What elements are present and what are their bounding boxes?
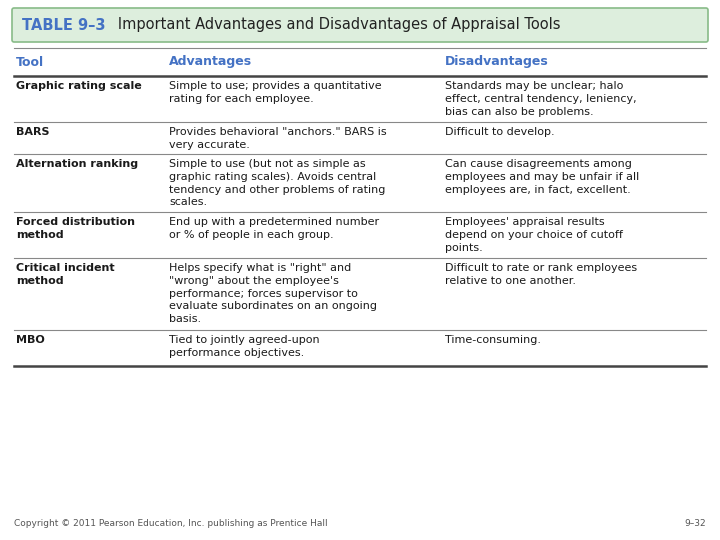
Text: Important Advantages and Disadvantages of Appraisal Tools: Important Advantages and Disadvantages o… (104, 17, 560, 32)
Text: Simple to use (but not as simple as
graphic rating scales). Avoids central
tende: Simple to use (but not as simple as grap… (169, 159, 386, 207)
Text: Simple to use; provides a quantitative
rating for each employee.: Simple to use; provides a quantitative r… (169, 81, 382, 104)
Text: Forced distribution
method: Forced distribution method (16, 217, 135, 240)
Text: Can cause disagreements among
employees and may be unfair if all
employees are, : Can cause disagreements among employees … (445, 159, 639, 194)
Text: 9–32: 9–32 (685, 519, 706, 529)
Text: TABLE 9–3: TABLE 9–3 (22, 17, 106, 32)
Text: Graphic rating scale: Graphic rating scale (16, 81, 142, 91)
Text: Advantages: Advantages (169, 56, 252, 69)
Text: Critical incident
method: Critical incident method (16, 263, 114, 286)
Text: End up with a predetermined number
or % of people in each group.: End up with a predetermined number or % … (169, 217, 379, 240)
Text: Alternation ranking: Alternation ranking (16, 159, 138, 169)
FancyBboxPatch shape (12, 8, 708, 42)
Text: Standards may be unclear; halo
effect, central tendency, leniency,
bias can also: Standards may be unclear; halo effect, c… (445, 81, 636, 117)
Text: Copyright © 2011 Pearson Education, Inc. publishing as Prentice Hall: Copyright © 2011 Pearson Education, Inc.… (14, 519, 328, 529)
Text: Difficult to develop.: Difficult to develop. (445, 127, 554, 137)
Text: Tied to jointly agreed-upon
performance objectives.: Tied to jointly agreed-upon performance … (169, 335, 320, 358)
Text: Helps specify what is "right" and
"wrong" about the employee's
performance; forc: Helps specify what is "right" and "wrong… (169, 263, 377, 324)
Text: MBO: MBO (16, 335, 45, 345)
Text: Disadvantages: Disadvantages (445, 56, 549, 69)
Text: BARS: BARS (16, 127, 50, 137)
Text: Tool: Tool (16, 56, 44, 69)
Text: Time-consuming.: Time-consuming. (445, 335, 541, 345)
Text: Employees' appraisal results
depend on your choice of cutoff
points.: Employees' appraisal results depend on y… (445, 217, 623, 253)
Text: Difficult to rate or rank employees
relative to one another.: Difficult to rate or rank employees rela… (445, 263, 637, 286)
Text: Provides behavioral "anchors." BARS is
very accurate.: Provides behavioral "anchors." BARS is v… (169, 127, 387, 150)
